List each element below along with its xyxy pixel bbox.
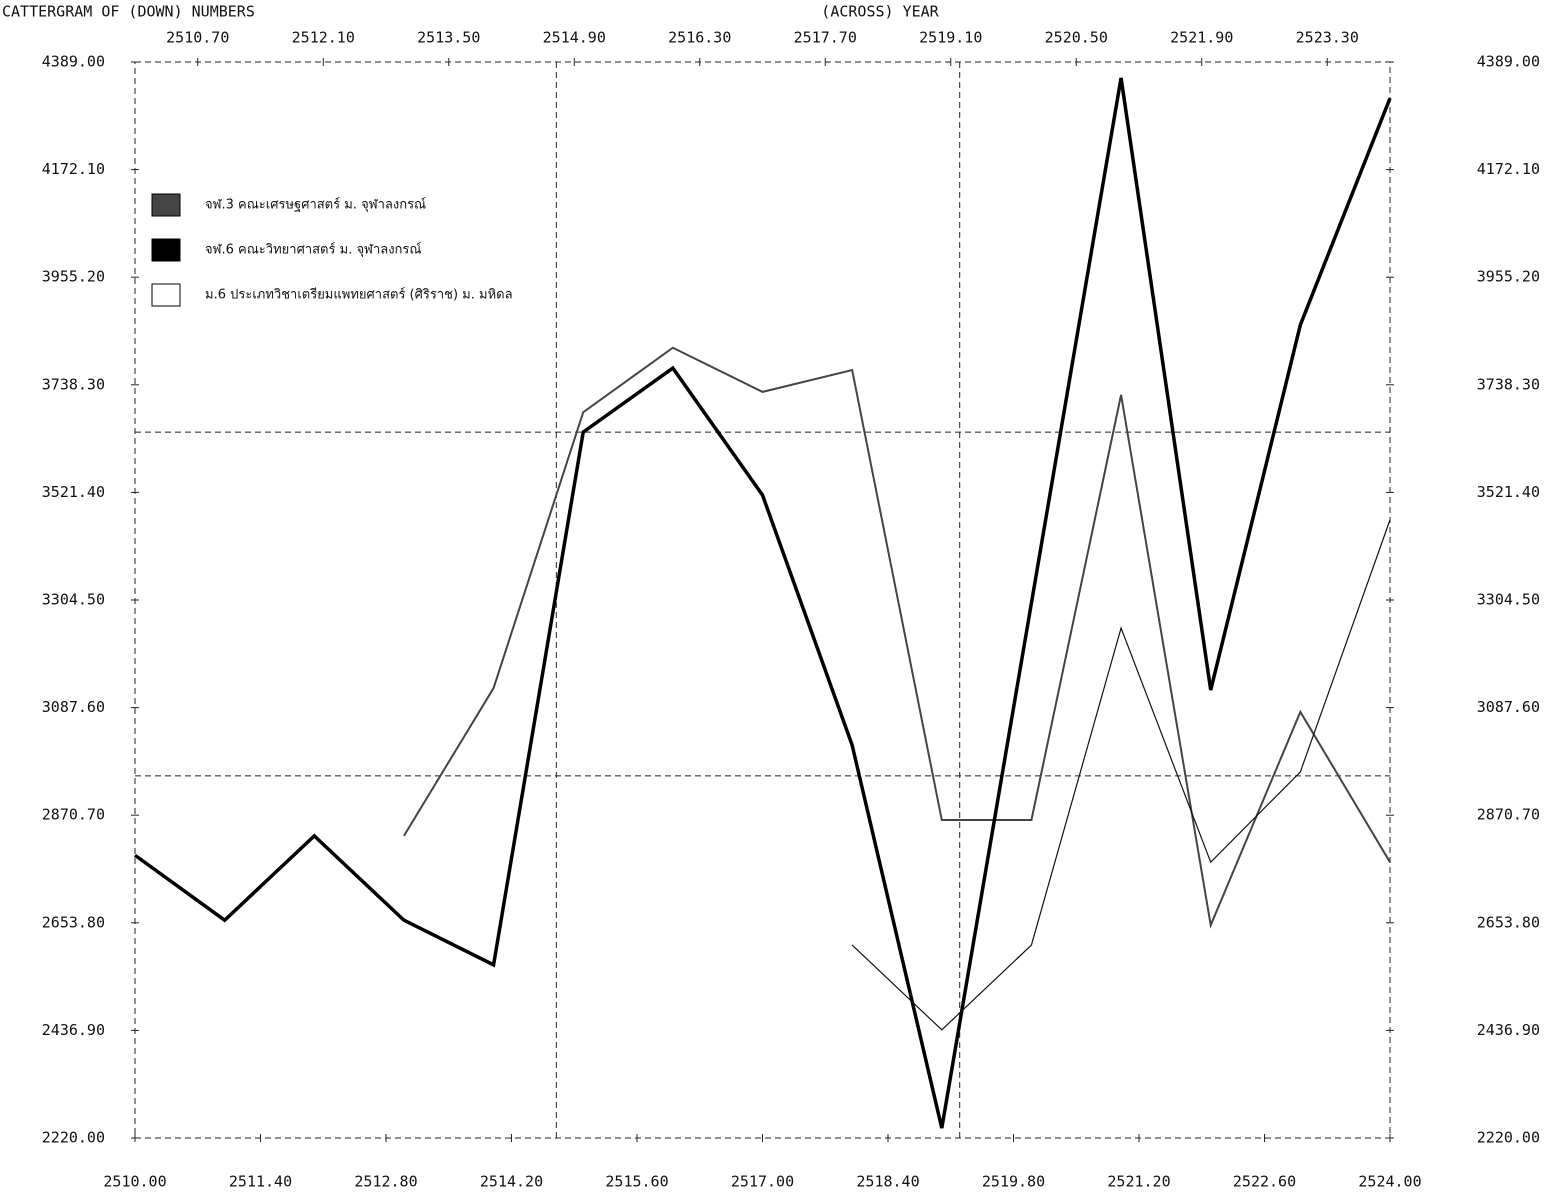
x2-tick-label: 2513.50 [417,29,480,47]
x-tick-label: 2522.60 [1233,1173,1296,1191]
y2-tick-label: 3304.50 [1477,591,1540,609]
x-tick-label: 2518.40 [856,1173,919,1191]
legend-swatch [151,238,181,262]
x2-tick-label: 2517.70 [794,29,857,47]
legend-swatch [151,193,181,217]
y-tick-label: 3738.30 [42,375,105,393]
series-line [403,346,1391,929]
y2-tick-label: 3955.20 [1477,268,1540,286]
y-tick-label: 4389.00 [42,53,105,71]
x2-tick-label: 2521.90 [1170,29,1233,47]
x-axis-label: (ACROSS) YEAR [821,3,939,21]
x2-tick-label: 2519.10 [919,29,982,47]
x-tick-label: 2519.80 [982,1173,1045,1191]
x-tick-label: 2514.20 [480,1173,543,1191]
y2-tick-label: 3087.60 [1477,698,1540,716]
y-tick-label: 3087.60 [42,698,105,716]
y-tick-label: 2436.90 [42,1021,105,1039]
series-line [133,77,1392,1129]
y2-tick-label: 2653.80 [1477,913,1540,931]
y-tick-label: 2870.70 [42,806,105,824]
y-tick-label: 2653.80 [42,913,105,931]
y2-tick-label: 2870.70 [1477,806,1540,824]
y2-tick-label: 3738.30 [1477,375,1540,393]
y2-tick-label: 3521.40 [1477,483,1540,501]
x2-tick-label: 2512.10 [292,29,355,47]
legend-label: จฬ.3 คณะเศรษฐศาสตร์ ม. จุฬาลงกรณ์ [205,197,426,213]
x2-tick-label: 2514.90 [543,29,606,47]
x-tick-label: 2511.40 [229,1173,292,1191]
y2-tick-label: 4389.00 [1477,53,1540,71]
x2-tick-label: 2523.30 [1296,29,1359,47]
x2-tick-label: 2510.70 [166,29,229,47]
chart-title: CATTERGRAM OF (DOWN) NUMBERS [2,3,255,21]
y-tick-label: 2220.00 [42,1129,105,1147]
x-tick-label: 2517.00 [731,1173,794,1191]
x-tick-label: 2521.20 [1107,1173,1170,1191]
y-tick-label: 3304.50 [42,591,105,609]
x-tick-label: 2524.00 [1358,1173,1421,1191]
legend-swatch [151,283,181,307]
y-tick-label: 3955.20 [42,268,105,286]
legend-label: จฬ.6 คณะวิทยาศาสตร์ ม. จุฬาลงกรณ์ [205,242,421,258]
x-tick-label: 2515.60 [605,1173,668,1191]
x2-tick-label: 2520.50 [1045,29,1108,47]
y-tick-label: 4172.10 [42,160,105,178]
x-tick-label: 2510.00 [103,1173,166,1191]
x-tick-label: 2512.80 [354,1173,417,1191]
legend-label: ม.6 ประเภทวิชาเตรียมแพทยศาสตร์ (ศิริราช)… [205,287,513,303]
y2-tick-label: 2220.00 [1477,1129,1540,1147]
series-line [851,519,1391,1031]
x2-tick-label: 2516.30 [668,29,731,47]
y-tick-label: 3521.40 [42,483,105,501]
y2-tick-label: 2436.90 [1477,1021,1540,1039]
plot-frame [134,61,1391,1139]
y2-tick-label: 4172.10 [1477,160,1540,178]
